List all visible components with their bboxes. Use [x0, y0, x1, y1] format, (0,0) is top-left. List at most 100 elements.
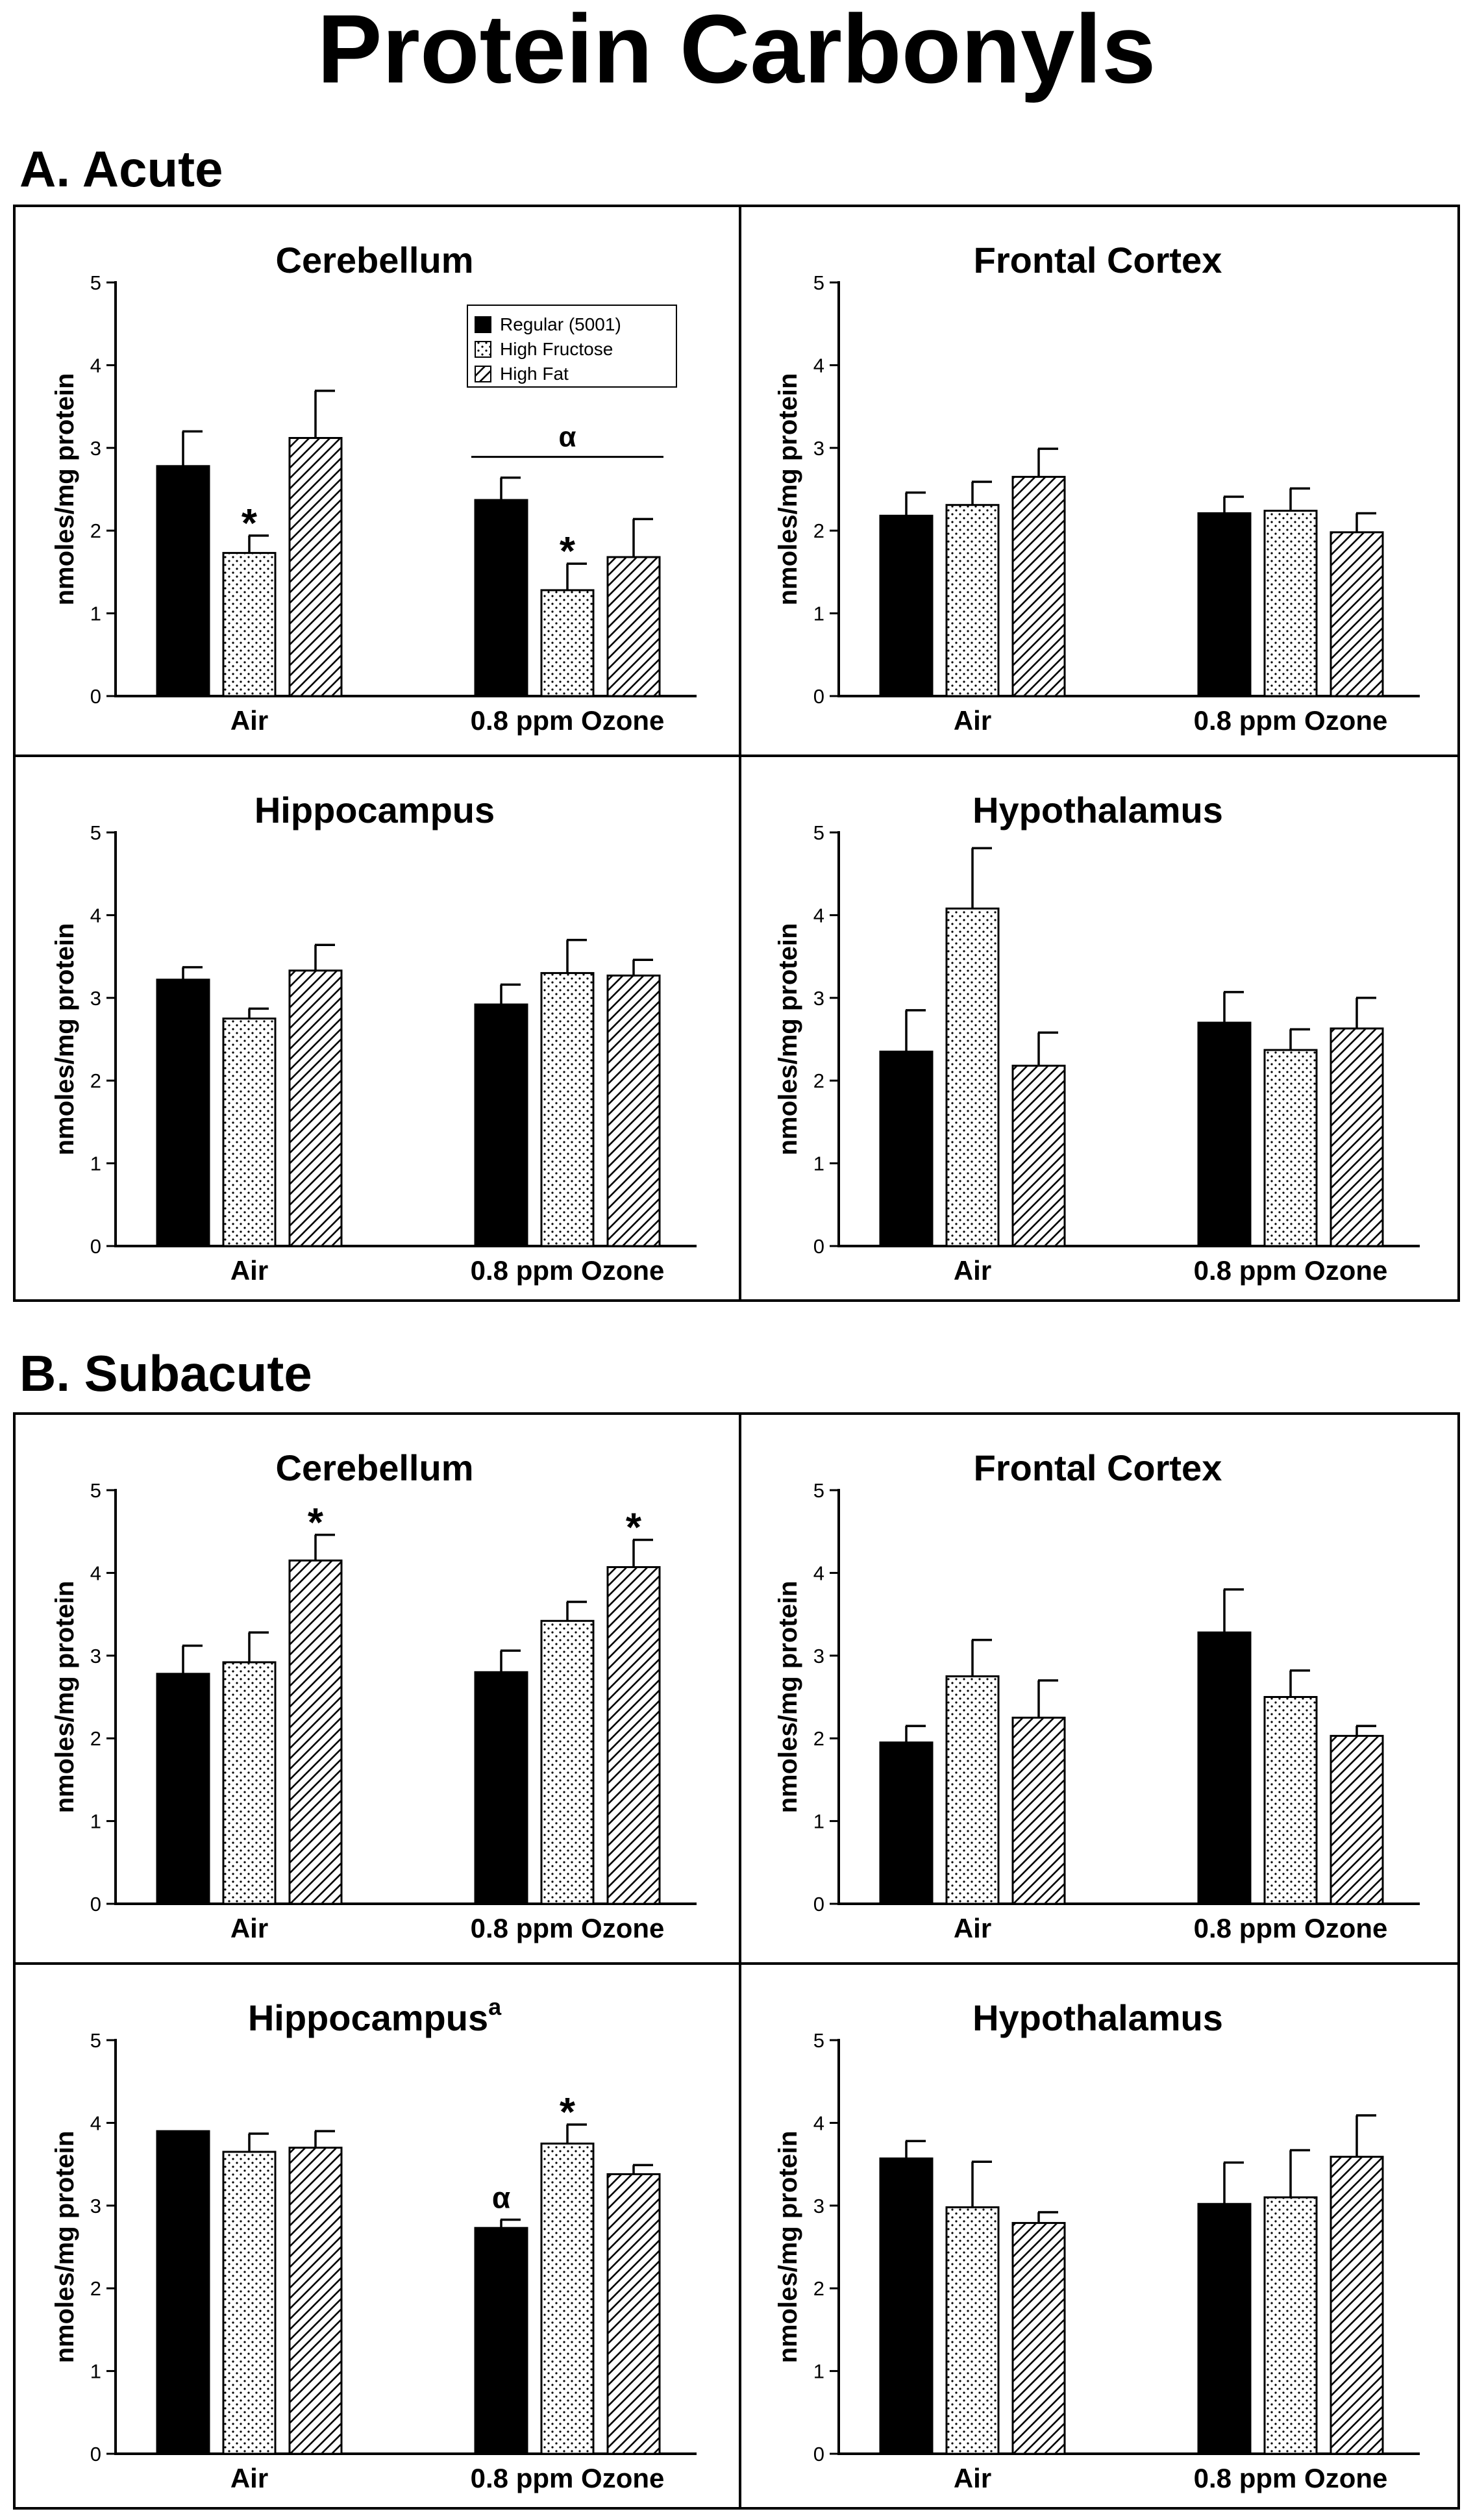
y-tick-label: 3 [813, 437, 824, 460]
chart-subacute-frontal-cortex: Frontal Cortex nmoles/mg protein 0 1 2 3 4 5 Air… [774, 1447, 1420, 1943]
bar [222, 2151, 277, 2455]
bar [1011, 1064, 1066, 1247]
bar [288, 1559, 343, 1905]
y-tick-label: 2 [90, 1727, 101, 1750]
section-label-acute: A. Acute [19, 140, 223, 197]
legend-swatch [475, 341, 491, 358]
chart-title: Frontal Cortex [974, 240, 1222, 281]
bar [945, 907, 1000, 1247]
bar [606, 556, 661, 697]
bar [1263, 510, 1318, 697]
y-axis-label: nmoles/mg protein [51, 923, 79, 1156]
bar [1197, 1021, 1252, 1247]
x-category-label: 0.8 ppm Ozone [471, 1255, 665, 1286]
x-category-label: 0.8 ppm Ozone [1194, 2463, 1388, 2493]
x-category-label: Air [230, 2463, 268, 2493]
bar [1263, 1696, 1318, 1905]
bar [879, 2157, 934, 2455]
y-tick-label: 0 [813, 685, 824, 708]
y-tick-label: 5 [813, 1479, 824, 1502]
y-axis-label: nmoles/mg protein [51, 2131, 79, 2364]
y-tick-label: 5 [813, 2029, 824, 2052]
y-tick-label: 3 [90, 1645, 101, 1667]
legend-swatch [475, 316, 491, 333]
y-tick-label: 0 [813, 1893, 824, 1915]
chart-title: Hypothalamus [972, 790, 1223, 830]
y-tick-label: 0 [90, 2443, 101, 2465]
x-category-label: Air [954, 2463, 991, 2493]
y-tick-label: 1 [90, 2360, 101, 2383]
y-tick-label: 1 [813, 2360, 824, 2383]
bar [288, 969, 343, 1247]
x-category-label: Air [954, 705, 991, 736]
bar [1330, 1027, 1384, 1247]
y-tick-label: 0 [90, 685, 101, 708]
y-tick-label: 5 [90, 821, 101, 844]
y-tick-label: 3 [813, 987, 824, 1010]
y-tick-label: 5 [90, 271, 101, 294]
x-category-label: Air [230, 705, 268, 736]
chart-acute-cerebellum: Cerebellum nmoles/mg protein 0 1 2 3 4 5 Air 0.8 … [51, 240, 697, 736]
subacute-panel-grid [13, 1412, 1460, 2510]
x-category-label: 0.8 ppm Ozone [471, 1913, 665, 1943]
significance-marker: α [492, 2180, 510, 2214]
y-tick-label: 5 [90, 1479, 101, 1502]
y-tick-label: 5 [813, 271, 824, 294]
bar [222, 552, 277, 697]
bar [606, 2173, 661, 2455]
y-tick-label: 1 [90, 1810, 101, 1833]
chart-acute-hypothalamus: Hypothalamus nmoles/mg protein 0 1 2 3 4 5 Air 0.… [774, 790, 1420, 1286]
y-axis-label: nmoles/mg protein [774, 373, 802, 606]
bar [1011, 1716, 1066, 1905]
bar [288, 437, 343, 697]
y-axis-label: nmoles/mg protein [51, 373, 79, 606]
legend-label: High Fructose [500, 339, 613, 359]
y-tick-label: 0 [813, 2443, 824, 2465]
bar [945, 1675, 1000, 1905]
page-title: Protein Carbonyls [317, 0, 1156, 103]
chart-subacute-cerebellum: Cerebellum nmoles/mg protein 0 1 2 3 4 5 Air 0.8 … [51, 1447, 697, 1943]
grid-divider-vertical [739, 1415, 741, 2507]
significance-marker: * [241, 501, 258, 546]
grid-divider-vertical [739, 207, 741, 1299]
chart-title: Hippocampus [254, 790, 495, 830]
bar [1197, 1631, 1252, 1905]
x-category-label: Air [954, 1255, 991, 1286]
bar [288, 2147, 343, 2455]
x-category-label: Air [230, 1913, 268, 1943]
legend-label: Regular (5001) [500, 314, 621, 334]
bar [540, 1619, 595, 1905]
chart-subacute-hippocampus: Hippocampusa nmoles/mg protein 0 1 2 3 4 5 Air 0.… [51, 1993, 697, 2493]
y-tick-label: 3 [90, 437, 101, 460]
y-tick-label: 3 [813, 2195, 824, 2217]
bar [540, 589, 595, 697]
bar [606, 974, 661, 1247]
bar [879, 514, 934, 697]
legend-box [467, 305, 677, 388]
y-tick-label: 4 [813, 904, 824, 927]
y-axis-label: nmoles/mg protein [774, 2131, 802, 2364]
bar [1330, 1734, 1384, 1905]
bar [945, 504, 1000, 697]
chart-title: Hypothalamus [972, 1997, 1223, 2038]
y-tick-label: 4 [90, 1562, 101, 1584]
y-tick-label: 0 [90, 1235, 101, 1258]
y-tick-label: 4 [90, 2112, 101, 2134]
significance-marker: * [560, 529, 576, 574]
x-category-label: 0.8 ppm Ozone [471, 2463, 665, 2493]
bar [879, 1051, 934, 1247]
bar [156, 1673, 210, 1905]
bar [474, 499, 528, 697]
bar [474, 1003, 528, 1247]
bar [156, 979, 210, 1247]
x-category-label: 0.8 ppm Ozone [471, 705, 665, 736]
y-tick-label: 5 [813, 821, 824, 844]
chart-title: Hippocampusa [248, 1993, 502, 2038]
significance-marker: * [308, 1501, 324, 1545]
chart-acute-hippocampus: Hippocampus nmoles/mg protein 0 1 2 3 4 5 Air 0.8… [51, 790, 697, 1286]
y-tick-label: 4 [813, 354, 824, 377]
bar [474, 1671, 528, 1905]
y-axis-label: nmoles/mg protein [774, 923, 802, 1156]
bar [474, 2227, 528, 2455]
x-category-label: 0.8 ppm Ozone [1194, 705, 1388, 736]
